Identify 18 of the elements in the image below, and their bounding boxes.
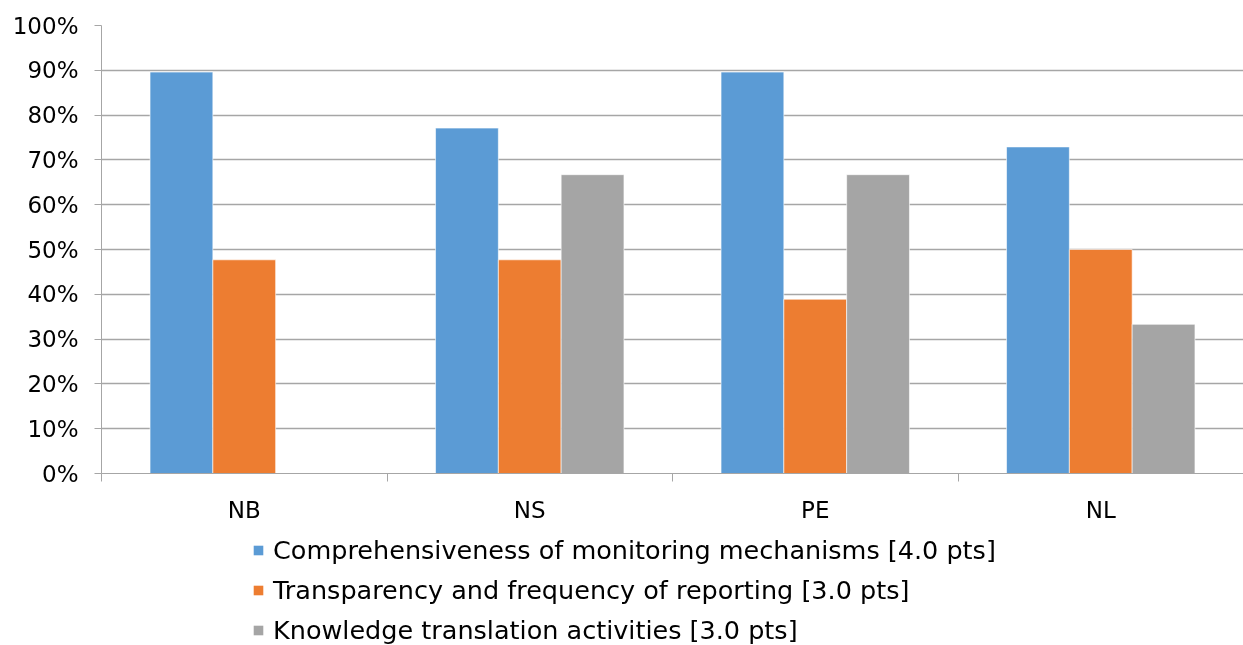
legend-label: Comprehensiveness of monitoring mechanisms [4.0 pts] (273, 535, 996, 565)
x-tick-label: NB (227, 496, 261, 523)
y-tick-label: 60% (27, 191, 79, 218)
y-tick-label: 70% (27, 146, 79, 173)
x-tick-label: NL (1085, 496, 1116, 523)
y-tick-label: 90% (27, 57, 79, 84)
y-tick-label: 100% (12, 12, 79, 39)
y-tick-label: 20% (27, 370, 79, 397)
y-tick-label: 80% (27, 102, 79, 129)
y-tick-label: 10% (27, 415, 79, 442)
y-tick-label: 0% (42, 460, 79, 487)
legend-label: Knowledge translation activities [3.0 pts] (273, 615, 798, 645)
x-tick-label: NS (513, 496, 546, 523)
x-tick-label: PE (801, 496, 830, 523)
y-tick-label: 30% (27, 326, 79, 353)
y-tick-label: 40% (27, 281, 79, 308)
legend-label: Transparency and frequency of reporting [3.0 pts] (273, 575, 910, 605)
y-tick-label: 50% (27, 236, 79, 263)
